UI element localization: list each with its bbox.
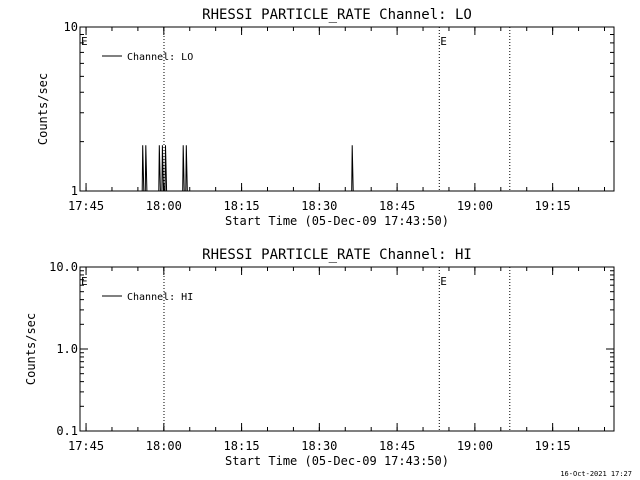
x-tick-label: 18:30 bbox=[301, 439, 337, 453]
event-marker-label: E bbox=[440, 275, 447, 288]
print-timestamp: 16-Oct-2021 17:27 bbox=[560, 470, 632, 478]
y-tick-label: 1 bbox=[71, 184, 78, 198]
legend-entry: Channel: LO bbox=[127, 52, 193, 63]
x-tick-label: 17:45 bbox=[68, 439, 104, 453]
x-tick-label: 18:00 bbox=[146, 439, 182, 453]
x-tick-label: 19:15 bbox=[535, 439, 571, 453]
x-tick-label: 19:15 bbox=[535, 199, 571, 213]
y-tick-label: 1.0 bbox=[56, 342, 78, 356]
event-marker-label: E bbox=[440, 35, 447, 48]
x-tick-label: 18:15 bbox=[224, 199, 260, 213]
chart-panel-hi: RHESSI PARTICLE_RATE Channel: HI 17:45 18:… bbox=[24, 247, 615, 468]
event-marker-label: E bbox=[81, 275, 88, 288]
legend-entry: Channel: HI bbox=[127, 292, 193, 303]
chart-title: RHESSI PARTICLE_RATE Channel: HI bbox=[202, 247, 472, 263]
x-tick-label: 18:45 bbox=[379, 199, 415, 213]
y-tick-label: 10.0 bbox=[49, 260, 78, 274]
chart-panel-lo: RHESSI PARTICLE_RATE Channel: LO 17:45 18:… bbox=[36, 7, 615, 228]
x-tick-label: 18:15 bbox=[224, 439, 260, 453]
y-axis-label: Counts/sec bbox=[24, 313, 38, 385]
y-tick-label: 10 bbox=[64, 20, 78, 34]
y-axis-label: Counts/sec bbox=[36, 73, 50, 145]
x-tick-label: 19:00 bbox=[457, 199, 493, 213]
event-marker-label: E bbox=[81, 35, 88, 48]
x-tick-label: 18:30 bbox=[301, 199, 337, 213]
x-tick-label: 19:00 bbox=[457, 439, 493, 453]
series-line bbox=[80, 145, 614, 192]
y-tick-label: 0.1 bbox=[56, 424, 78, 438]
x-tick-label: 18:00 bbox=[146, 199, 182, 213]
chart-title: RHESSI PARTICLE_RATE Channel: LO bbox=[202, 7, 472, 23]
x-axis-label: Start Time (05-Dec-09 17:43:50) bbox=[225, 454, 449, 468]
x-axis-label: Start Time (05-Dec-09 17:43:50) bbox=[225, 214, 449, 228]
x-tick-label: 18:45 bbox=[379, 439, 415, 453]
x-tick-label: 17:45 bbox=[68, 199, 104, 213]
